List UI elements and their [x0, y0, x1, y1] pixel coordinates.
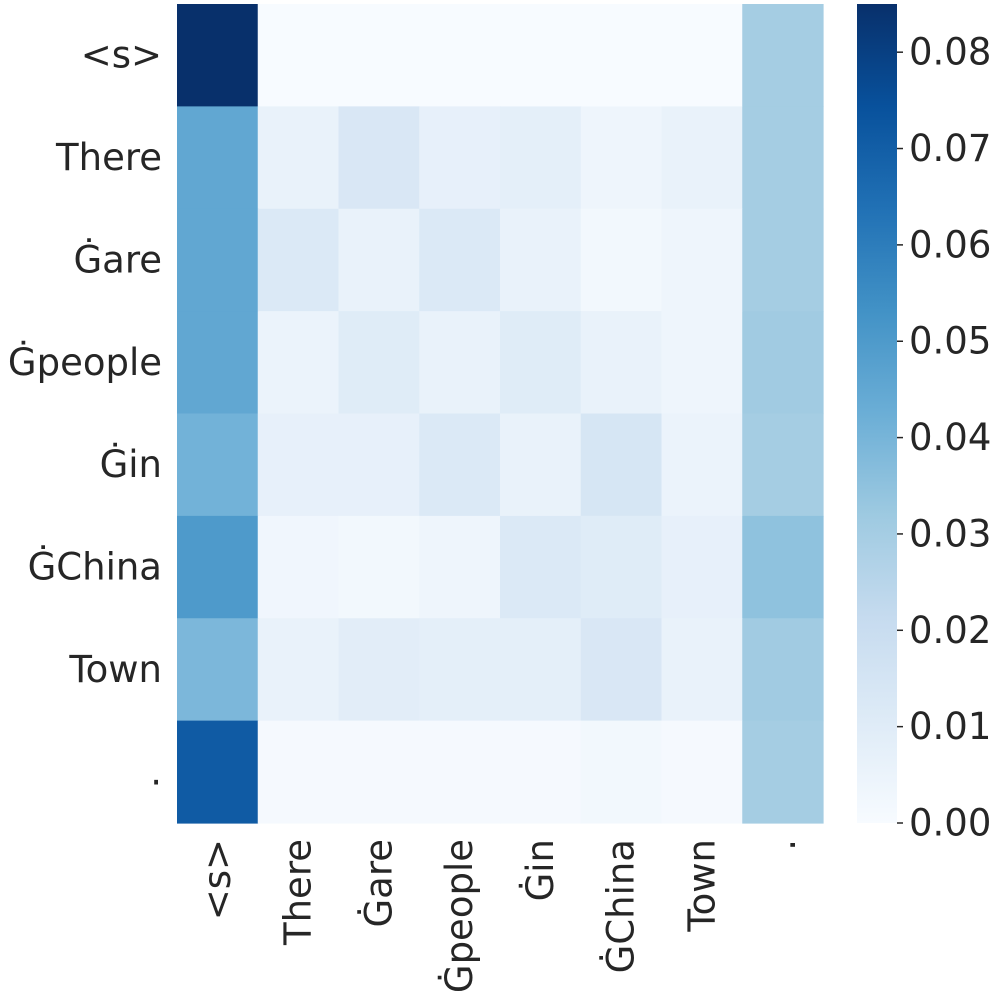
colorbar-tick-label: 0.06 — [909, 223, 991, 266]
x-tick-label: Ġare — [357, 839, 400, 928]
colorbar-tick-label: 0.03 — [909, 512, 991, 555]
heatmap-cell-r6-c1 — [257, 618, 340, 722]
heatmap-cell-r5-c0 — [177, 515, 259, 619]
heatmap-cell-r1-c1 — [257, 106, 340, 210]
heatmap-cell-r4-c3 — [419, 413, 501, 517]
heatmap-cell-r5-c5 — [580, 515, 663, 619]
heatmap-cell-r6-c0 — [177, 618, 259, 722]
heatmap-cell-r5-c1 — [257, 515, 340, 619]
colorbar-tick-label: 0.07 — [909, 127, 991, 170]
heatmap-cell-r2-c2 — [338, 208, 420, 312]
heatmap-cell-r3-c6 — [661, 311, 743, 415]
y-tick-label: <s> — [81, 34, 162, 77]
colorbar-tick-label: 0.04 — [909, 416, 991, 459]
heatmap-cell-r5-c4 — [500, 515, 582, 619]
y-tick-label: . — [150, 750, 162, 793]
heatmap-cell-r1-c0 — [177, 106, 259, 210]
y-tick-label: Town — [68, 648, 162, 691]
heatmap-cell-r1-c6 — [661, 106, 743, 210]
heatmap-cell-r2-c4 — [500, 208, 582, 312]
colorbar-tick-label: 0.00 — [909, 802, 991, 845]
heatmap-cell-r4-c4 — [500, 413, 582, 517]
colorbar-tick-label: 0.01 — [909, 705, 991, 748]
heatmap-cell-r7-c6 — [661, 720, 743, 824]
y-tick-label: There — [55, 136, 162, 179]
heatmap-cell-r6-c7 — [742, 618, 824, 722]
heatmap-cell-r2-c3 — [419, 208, 501, 312]
x-tick-label: ĠChina — [600, 839, 643, 973]
colorbar-tick-label: 0.08 — [909, 31, 991, 74]
heatmap-cell-r4-c5 — [580, 413, 663, 517]
heatmap-cell-r5-c3 — [419, 515, 501, 619]
heatmap-cell-r6-c5 — [580, 618, 663, 722]
heatmap-cell-r7-c7 — [742, 720, 824, 824]
y-axis-tick-labels: <s> There Ġare Ġpeople Ġin ĠChina Town. — [8, 34, 162, 794]
heatmap-cell-r5-c7 — [742, 515, 824, 619]
heatmap-cell-r6-c2 — [338, 618, 420, 722]
y-tick-label: Ġpeople — [8, 341, 162, 384]
heatmap-cell-r5-c6 — [661, 515, 743, 619]
heatmap-cell-r3-c7 — [742, 311, 824, 415]
x-tick-label: There — [277, 839, 320, 946]
colorbar — [857, 4, 897, 823]
colorbar-tick-label: 0.05 — [909, 320, 991, 363]
heatmap-cell-r1-c3 — [419, 106, 501, 210]
heatmap-cell-r4-c1 — [257, 413, 340, 517]
colorbar-ticks: 0.00 0.01 0.02 0.03 0.04 0.05 0.06 0.07 0.08 — [897, 31, 991, 845]
heatmap-cell-r3-c4 — [500, 311, 582, 415]
heatmap-cell-r1-c4 — [500, 106, 582, 210]
heatmap-cell-r7-c3 — [419, 720, 501, 824]
x-tick-label: Town — [680, 839, 723, 933]
heatmap-cell-r6-c3 — [419, 618, 501, 722]
heatmap-cell-r7-c0 — [177, 720, 259, 824]
heatmap-cell-r0-c1 — [257, 4, 340, 107]
heatmap-cell-r4-c6 — [661, 413, 743, 517]
heatmap-cell-r0-c2 — [338, 4, 420, 107]
y-tick-label: Ġin — [100, 443, 162, 486]
heatmap-cell-r0-c5 — [580, 4, 663, 107]
x-tick-label: Ġin — [519, 839, 562, 901]
x-tick-label: <s> — [196, 839, 239, 920]
heatmap-cell-r7-c2 — [338, 720, 420, 824]
heatmap-cell-r3-c1 — [257, 311, 340, 415]
x-axis-tick-labels: <s> There Ġare Ġpeople Ġin ĠChina Town. — [196, 839, 804, 993]
heatmap-cell-r1-c7 — [742, 106, 824, 210]
heatmap-cell-r2-c0 — [177, 208, 259, 312]
heatmap-cell-r4-c0 — [177, 413, 259, 517]
x-tick-label: Ġpeople — [438, 839, 481, 993]
heatmap-cell-r6-c6 — [661, 618, 743, 722]
heatmap-cell-r0-c3 — [419, 4, 501, 107]
heatmap-cell-r3-c3 — [419, 311, 501, 415]
heatmap-cell-r1-c5 — [580, 106, 663, 210]
x-tick-label: . — [761, 839, 804, 851]
y-tick-label: Ġare — [73, 238, 162, 281]
heatmap-cell-r3-c2 — [338, 311, 420, 415]
heatmap-cell-r3-c0 — [177, 311, 259, 415]
heatmap-cells — [177, 4, 824, 824]
heatmap-cell-r1-c2 — [338, 106, 420, 210]
heatmap-cell-r2-c6 — [661, 208, 743, 312]
heatmap-cell-r4-c2 — [338, 413, 420, 517]
heatmap-cell-r3-c5 — [580, 311, 663, 415]
heatmap-cell-r6-c4 — [500, 618, 582, 722]
heatmap-cell-r0-c7 — [742, 4, 824, 107]
heatmap-cell-r2-c1 — [257, 208, 340, 312]
y-tick-label: ĠChina — [28, 546, 162, 589]
colorbar-tick-label: 0.02 — [909, 609, 991, 652]
heatmap-cell-r7-c4 — [500, 720, 582, 824]
heatmap-cell-r2-c7 — [742, 208, 824, 312]
heatmap-cell-r2-c5 — [580, 208, 663, 312]
heatmap-cell-r7-c1 — [257, 720, 340, 824]
heatmap-cell-r0-c6 — [661, 4, 743, 107]
heatmap-cell-r0-c0 — [177, 4, 259, 107]
heatmap-cell-r4-c7 — [742, 413, 824, 517]
heatmap-cell-r5-c2 — [338, 515, 420, 619]
heatmap-cell-r0-c4 — [500, 4, 582, 107]
heatmap-cell-r7-c5 — [580, 720, 663, 824]
